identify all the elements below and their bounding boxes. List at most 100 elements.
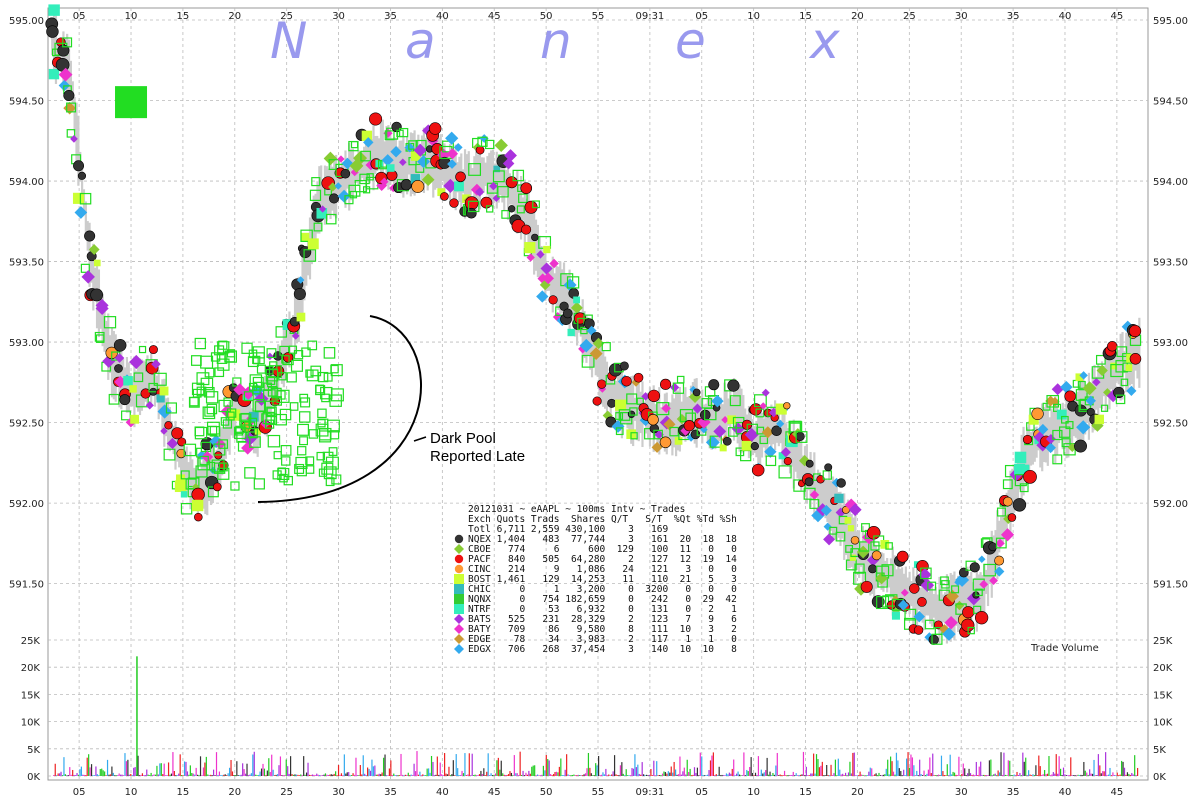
- volume-bar: [917, 775, 919, 776]
- quote-band-segment: [77, 115, 80, 186]
- volume-bar: [929, 757, 931, 776]
- trade-marker-square: [735, 447, 745, 457]
- trade-marker-square: [360, 150, 372, 162]
- trade-marker-diamond: [631, 377, 641, 387]
- trade-marker-square: [180, 470, 190, 480]
- trade-marker-square: [163, 448, 176, 461]
- volume-bar: [695, 772, 697, 776]
- volume-bar: [359, 765, 361, 776]
- volume-bar: [233, 774, 235, 776]
- trade-marker-circle: [293, 287, 306, 301]
- quote-band-segment: [1033, 427, 1036, 462]
- volume-bar: [981, 775, 983, 776]
- trade-marker-diamond: [1092, 377, 1101, 387]
- legend-row: CINC 214 9 1,086 24 121 3 0 0: [468, 564, 737, 575]
- trade-marker-circle: [909, 583, 920, 594]
- trade-marker-circle: [449, 198, 459, 208]
- volume-bar: [821, 761, 823, 776]
- volume-bar: [532, 765, 534, 776]
- quote-band-segment: [1063, 407, 1066, 442]
- volume-bar: [791, 774, 793, 776]
- volume-bar: [550, 774, 552, 776]
- exchange-legend: 20121031 ~ eAAPL ~ 100ms Intv ~ Trades E…: [454, 504, 737, 655]
- trade-marker-square: [636, 397, 644, 405]
- trade-marker-circle: [1113, 386, 1125, 399]
- trade-marker-diamond: [504, 149, 517, 162]
- quote-band-segment: [609, 371, 612, 415]
- volume-bar: [1077, 774, 1079, 776]
- trade-marker-circle: [400, 179, 412, 191]
- trade-marker-square: [1120, 378, 1129, 387]
- x-tick-top: 50: [540, 11, 553, 22]
- trade-marker-square: [214, 367, 225, 378]
- volume-bar: [763, 772, 765, 776]
- trade-marker-square: [217, 467, 230, 480]
- volume-bar: [759, 775, 761, 776]
- volume-bar: [475, 775, 478, 776]
- trade-marker-circle: [824, 463, 833, 472]
- volume-bar: [815, 754, 818, 776]
- volume-bar: [645, 774, 648, 776]
- price-tick-left: 594.00: [9, 177, 44, 188]
- trade-marker-circle: [727, 379, 740, 392]
- trade-marker-square: [159, 386, 169, 396]
- price-tick-left: 592.00: [9, 499, 44, 510]
- quote-band-segment: [370, 139, 373, 177]
- trade-marker-square: [311, 177, 321, 187]
- volume-bar: [635, 767, 637, 776]
- trade-marker-diamond: [897, 599, 909, 611]
- quote-band-segment: [693, 378, 696, 444]
- volume-bar: [631, 768, 633, 776]
- quote-band-segment: [637, 383, 640, 442]
- quote-band-segment: [305, 249, 308, 286]
- trade-marker-circle: [164, 421, 173, 430]
- volume-bar: [554, 771, 556, 776]
- quote-band-segment: [321, 179, 325, 212]
- volume-bar: [746, 769, 748, 776]
- volume-bar: [335, 771, 337, 776]
- trade-marker-diamond: [809, 490, 820, 500]
- volume-bar: [183, 761, 186, 776]
- quote-band-segment: [368, 136, 371, 184]
- volume-bar: [953, 772, 956, 776]
- quote-band-segment: [262, 393, 265, 423]
- volume-bar: [518, 775, 520, 776]
- volume-bar: [898, 768, 900, 776]
- trade-marker-square: [676, 375, 685, 384]
- trade-marker-diamond: [579, 338, 594, 353]
- trade-marker-diamond: [592, 337, 605, 350]
- volume-bar: [858, 775, 860, 776]
- quote-band-segment: [682, 393, 685, 438]
- volume-bar: [545, 755, 547, 776]
- volume-bar: [398, 775, 401, 776]
- volume-bar: [740, 775, 742, 776]
- volume-bar: [397, 774, 399, 776]
- trade-marker-diamond: [380, 177, 389, 187]
- volume-bar: [104, 771, 106, 776]
- trade-marker-diamond: [676, 413, 688, 425]
- quote-band-segment: [1048, 417, 1051, 443]
- volume-bar: [853, 752, 855, 776]
- volume-bar: [715, 774, 717, 776]
- volume-bar: [900, 771, 902, 776]
- quote-band-segment: [725, 389, 728, 440]
- volume-bar: [946, 764, 948, 776]
- volume-bar: [724, 775, 726, 776]
- trade-marker-diamond: [58, 67, 73, 82]
- volume-bar: [83, 774, 85, 776]
- volume-bar: [153, 774, 155, 776]
- trade-marker-square: [316, 207, 328, 219]
- quote-band-segment: [361, 151, 364, 179]
- volume-bar: [506, 774, 508, 776]
- volume-bar: [653, 760, 655, 776]
- volume-bar: [823, 775, 825, 776]
- trade-marker-circle: [592, 396, 602, 406]
- trade-marker-circle: [411, 180, 425, 193]
- trade-marker-square: [1059, 426, 1071, 438]
- trade-marker-square: [138, 345, 147, 354]
- trade-marker-diamond: [341, 157, 354, 170]
- trade-marker-circle: [699, 409, 711, 421]
- trade-marker-circle: [90, 288, 104, 302]
- volume-bar: [727, 774, 729, 776]
- volume-bar: [1014, 775, 1017, 776]
